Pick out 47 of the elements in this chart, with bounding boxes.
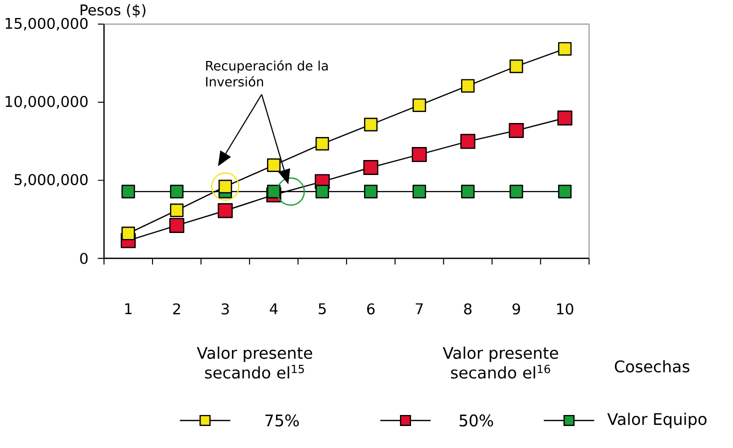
x-tick-label: 5 — [318, 303, 326, 314]
point — [558, 184, 572, 198]
x-tick-label: 3 — [222, 303, 229, 314]
point — [510, 59, 524, 74]
point — [267, 158, 281, 172]
legend-label: 75% — [265, 414, 299, 426]
x-tick-label: 2 — [173, 303, 180, 314]
point — [364, 184, 378, 198]
x-tick-label: 7 — [416, 303, 423, 314]
x-tick-label: 1 — [125, 303, 132, 314]
y-tick-label: 0 — [80, 252, 88, 264]
point — [557, 110, 572, 126]
point — [316, 136, 330, 150]
point — [364, 118, 378, 132]
y-tick-label: 5,000,000 — [14, 174, 88, 187]
point — [461, 79, 475, 93]
legend-label: Valor Equipo — [607, 412, 706, 428]
point — [508, 122, 524, 138]
point — [121, 184, 136, 198]
y-tick-label: 10,000,000 — [6, 96, 88, 109]
point — [316, 184, 330, 198]
point — [412, 146, 427, 162]
text: Valor presente secando el$^{16}$ — [442, 346, 558, 379]
point — [170, 203, 184, 218]
y-tick-label: 15,000,000 — [6, 18, 88, 30]
legend-label: 50% — [460, 414, 494, 426]
y-axis-title: Pesos ($) — [80, 4, 146, 18]
point — [412, 98, 426, 112]
text: Cosechas — [614, 360, 690, 372]
x-tick-label: 9 — [512, 303, 520, 314]
x-tick-label: 4 — [270, 303, 278, 314]
x-tick-label: 8 — [464, 303, 472, 314]
point — [461, 184, 475, 198]
point — [267, 184, 281, 198]
point — [121, 226, 136, 240]
point — [510, 184, 524, 198]
annotation: Recuperación de la Inversión — [206, 60, 328, 86]
point — [170, 184, 184, 198]
point — [412, 184, 426, 198]
point — [558, 42, 572, 56]
text: Valor presente secando el$^{15}$ — [196, 346, 312, 379]
point — [169, 218, 184, 233]
x-tick-label: 6 — [367, 303, 375, 314]
point — [218, 203, 233, 218]
point — [460, 134, 476, 149]
x-tick-label: 10 — [557, 303, 574, 314]
point — [363, 160, 378, 175]
